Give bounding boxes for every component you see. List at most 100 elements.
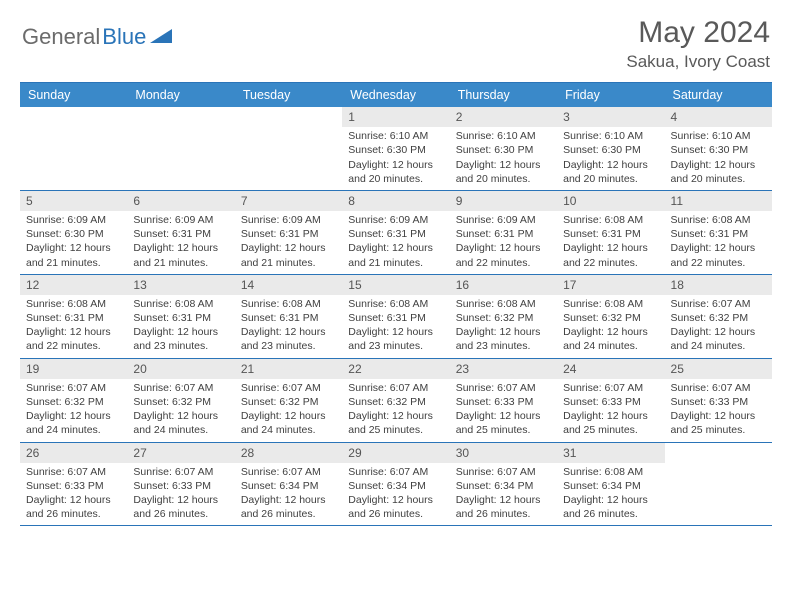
calendar-day: 31Sunrise: 6:08 AMSunset: 6:34 PMDayligh… xyxy=(557,443,664,526)
calendar-day: 29Sunrise: 6:07 AMSunset: 6:34 PMDayligh… xyxy=(342,443,449,526)
calendar-day: 30Sunrise: 6:07 AMSunset: 6:34 PMDayligh… xyxy=(450,443,557,526)
daylight-text: Daylight: 12 hours and 21 minutes. xyxy=(133,241,228,269)
daylight-text: Daylight: 12 hours and 25 minutes. xyxy=(348,409,443,437)
day-body: Sunrise: 6:09 AMSunset: 6:31 PMDaylight:… xyxy=(127,211,234,274)
sunset-text: Sunset: 6:31 PM xyxy=(456,227,551,241)
calendar-day: 12Sunrise: 6:08 AMSunset: 6:31 PMDayligh… xyxy=(20,275,127,358)
day-body: Sunrise: 6:08 AMSunset: 6:32 PMDaylight:… xyxy=(450,295,557,358)
sunset-text: Sunset: 6:32 PM xyxy=(456,311,551,325)
calendar-day: 1Sunrise: 6:10 AMSunset: 6:30 PMDaylight… xyxy=(342,107,449,190)
sunrise-text: Sunrise: 6:10 AM xyxy=(563,129,658,143)
sunrise-text: Sunrise: 6:08 AM xyxy=(671,213,766,227)
day-number: 13 xyxy=(127,275,234,295)
calendar-day: 23Sunrise: 6:07 AMSunset: 6:33 PMDayligh… xyxy=(450,359,557,442)
month-title: May 2024 xyxy=(626,16,770,50)
day-body: Sunrise: 6:07 AMSunset: 6:32 PMDaylight:… xyxy=(342,379,449,442)
calendar-day: 17Sunrise: 6:08 AMSunset: 6:32 PMDayligh… xyxy=(557,275,664,358)
day-number: 19 xyxy=(20,359,127,379)
day-number: 24 xyxy=(557,359,664,379)
sunrise-text: Sunrise: 6:09 AM xyxy=(456,213,551,227)
day-number: 20 xyxy=(127,359,234,379)
day-number: 9 xyxy=(450,191,557,211)
sunset-text: Sunset: 6:31 PM xyxy=(348,311,443,325)
day-body: Sunrise: 6:08 AMSunset: 6:31 PMDaylight:… xyxy=(557,211,664,274)
calendar-day: 8Sunrise: 6:09 AMSunset: 6:31 PMDaylight… xyxy=(342,191,449,274)
day-body: Sunrise: 6:07 AMSunset: 6:34 PMDaylight:… xyxy=(342,463,449,526)
day-body: Sunrise: 6:07 AMSunset: 6:33 PMDaylight:… xyxy=(20,463,127,526)
sunrise-text: Sunrise: 6:08 AM xyxy=(456,297,551,311)
day-number: 27 xyxy=(127,443,234,463)
calendar-day: 21Sunrise: 6:07 AMSunset: 6:32 PMDayligh… xyxy=(235,359,342,442)
dow-tuesday: Tuesday xyxy=(235,83,342,107)
sunrise-text: Sunrise: 6:09 AM xyxy=(133,213,228,227)
day-body: Sunrise: 6:08 AMSunset: 6:31 PMDaylight:… xyxy=(127,295,234,358)
daylight-text: Daylight: 12 hours and 23 minutes. xyxy=(241,325,336,353)
calendar-day: 22Sunrise: 6:07 AMSunset: 6:32 PMDayligh… xyxy=(342,359,449,442)
sunrise-text: Sunrise: 6:08 AM xyxy=(26,297,121,311)
day-number: 6 xyxy=(127,191,234,211)
calendar-day: 28Sunrise: 6:07 AMSunset: 6:34 PMDayligh… xyxy=(235,443,342,526)
day-number: 11 xyxy=(665,191,772,211)
day-body: Sunrise: 6:10 AMSunset: 6:30 PMDaylight:… xyxy=(665,127,772,190)
day-body: Sunrise: 6:07 AMSunset: 6:32 PMDaylight:… xyxy=(20,379,127,442)
sunset-text: Sunset: 6:30 PM xyxy=(348,143,443,157)
day-body: Sunrise: 6:08 AMSunset: 6:31 PMDaylight:… xyxy=(235,295,342,358)
calendar-week: 5Sunrise: 6:09 AMSunset: 6:30 PMDaylight… xyxy=(20,191,772,275)
daylight-text: Daylight: 12 hours and 25 minutes. xyxy=(563,409,658,437)
sunset-text: Sunset: 6:32 PM xyxy=(26,395,121,409)
day-number: 3 xyxy=(557,107,664,127)
calendar-day: 11Sunrise: 6:08 AMSunset: 6:31 PMDayligh… xyxy=(665,191,772,274)
calendar-day: 20Sunrise: 6:07 AMSunset: 6:32 PMDayligh… xyxy=(127,359,234,442)
logo: GeneralBlue xyxy=(22,16,172,50)
sunset-text: Sunset: 6:32 PM xyxy=(348,395,443,409)
day-body: Sunrise: 6:07 AMSunset: 6:33 PMDaylight:… xyxy=(127,463,234,526)
calendar-day: 9Sunrise: 6:09 AMSunset: 6:31 PMDaylight… xyxy=(450,191,557,274)
sunrise-text: Sunrise: 6:08 AM xyxy=(563,213,658,227)
sunset-text: Sunset: 6:32 PM xyxy=(241,395,336,409)
day-body: Sunrise: 6:07 AMSunset: 6:32 PMDaylight:… xyxy=(665,295,772,358)
sunset-text: Sunset: 6:31 PM xyxy=(26,311,121,325)
sunset-text: Sunset: 6:31 PM xyxy=(671,227,766,241)
day-number: 22 xyxy=(342,359,449,379)
sunset-text: Sunset: 6:34 PM xyxy=(563,479,658,493)
day-body: Sunrise: 6:10 AMSunset: 6:30 PMDaylight:… xyxy=(557,127,664,190)
day-body: Sunrise: 6:07 AMSunset: 6:33 PMDaylight:… xyxy=(450,379,557,442)
sunrise-text: Sunrise: 6:07 AM xyxy=(456,381,551,395)
sunrise-text: Sunrise: 6:08 AM xyxy=(133,297,228,311)
sunrise-text: Sunrise: 6:09 AM xyxy=(348,213,443,227)
day-number: 28 xyxy=(235,443,342,463)
day-number: 2 xyxy=(450,107,557,127)
dow-thursday: Thursday xyxy=(450,83,557,107)
calendar-day: 26Sunrise: 6:07 AMSunset: 6:33 PMDayligh… xyxy=(20,443,127,526)
day-number: 29 xyxy=(342,443,449,463)
day-number: 5 xyxy=(20,191,127,211)
day-number: 14 xyxy=(235,275,342,295)
daylight-text: Daylight: 12 hours and 20 minutes. xyxy=(671,158,766,186)
sunset-text: Sunset: 6:31 PM xyxy=(133,311,228,325)
dow-sunday: Sunday xyxy=(20,83,127,107)
calendar-day: 18Sunrise: 6:07 AMSunset: 6:32 PMDayligh… xyxy=(665,275,772,358)
sunrise-text: Sunrise: 6:07 AM xyxy=(241,381,336,395)
day-body: Sunrise: 6:09 AMSunset: 6:30 PMDaylight:… xyxy=(20,211,127,274)
sunset-text: Sunset: 6:30 PM xyxy=(563,143,658,157)
calendar-week: 19Sunrise: 6:07 AMSunset: 6:32 PMDayligh… xyxy=(20,359,772,443)
day-number: 7 xyxy=(235,191,342,211)
sunset-text: Sunset: 6:32 PM xyxy=(133,395,228,409)
sunrise-text: Sunrise: 6:07 AM xyxy=(348,465,443,479)
sunrise-text: Sunrise: 6:07 AM xyxy=(671,297,766,311)
day-number: 25 xyxy=(665,359,772,379)
dow-monday: Monday xyxy=(127,83,234,107)
sunset-text: Sunset: 6:31 PM xyxy=(563,227,658,241)
calendar-day: 25Sunrise: 6:07 AMSunset: 6:33 PMDayligh… xyxy=(665,359,772,442)
calendar-day: 7Sunrise: 6:09 AMSunset: 6:31 PMDaylight… xyxy=(235,191,342,274)
sunset-text: Sunset: 6:33 PM xyxy=(563,395,658,409)
day-body: Sunrise: 6:07 AMSunset: 6:33 PMDaylight:… xyxy=(665,379,772,442)
day-body: Sunrise: 6:10 AMSunset: 6:30 PMDaylight:… xyxy=(450,127,557,190)
sunrise-text: Sunrise: 6:07 AM xyxy=(241,465,336,479)
calendar-day: 16Sunrise: 6:08 AMSunset: 6:32 PMDayligh… xyxy=(450,275,557,358)
calendar-day: 10Sunrise: 6:08 AMSunset: 6:31 PMDayligh… xyxy=(557,191,664,274)
calendar: Sunday Monday Tuesday Wednesday Thursday… xyxy=(20,82,772,526)
calendar-day xyxy=(127,107,234,190)
daylight-text: Daylight: 12 hours and 22 minutes. xyxy=(26,325,121,353)
location: Sakua, Ivory Coast xyxy=(626,52,770,72)
